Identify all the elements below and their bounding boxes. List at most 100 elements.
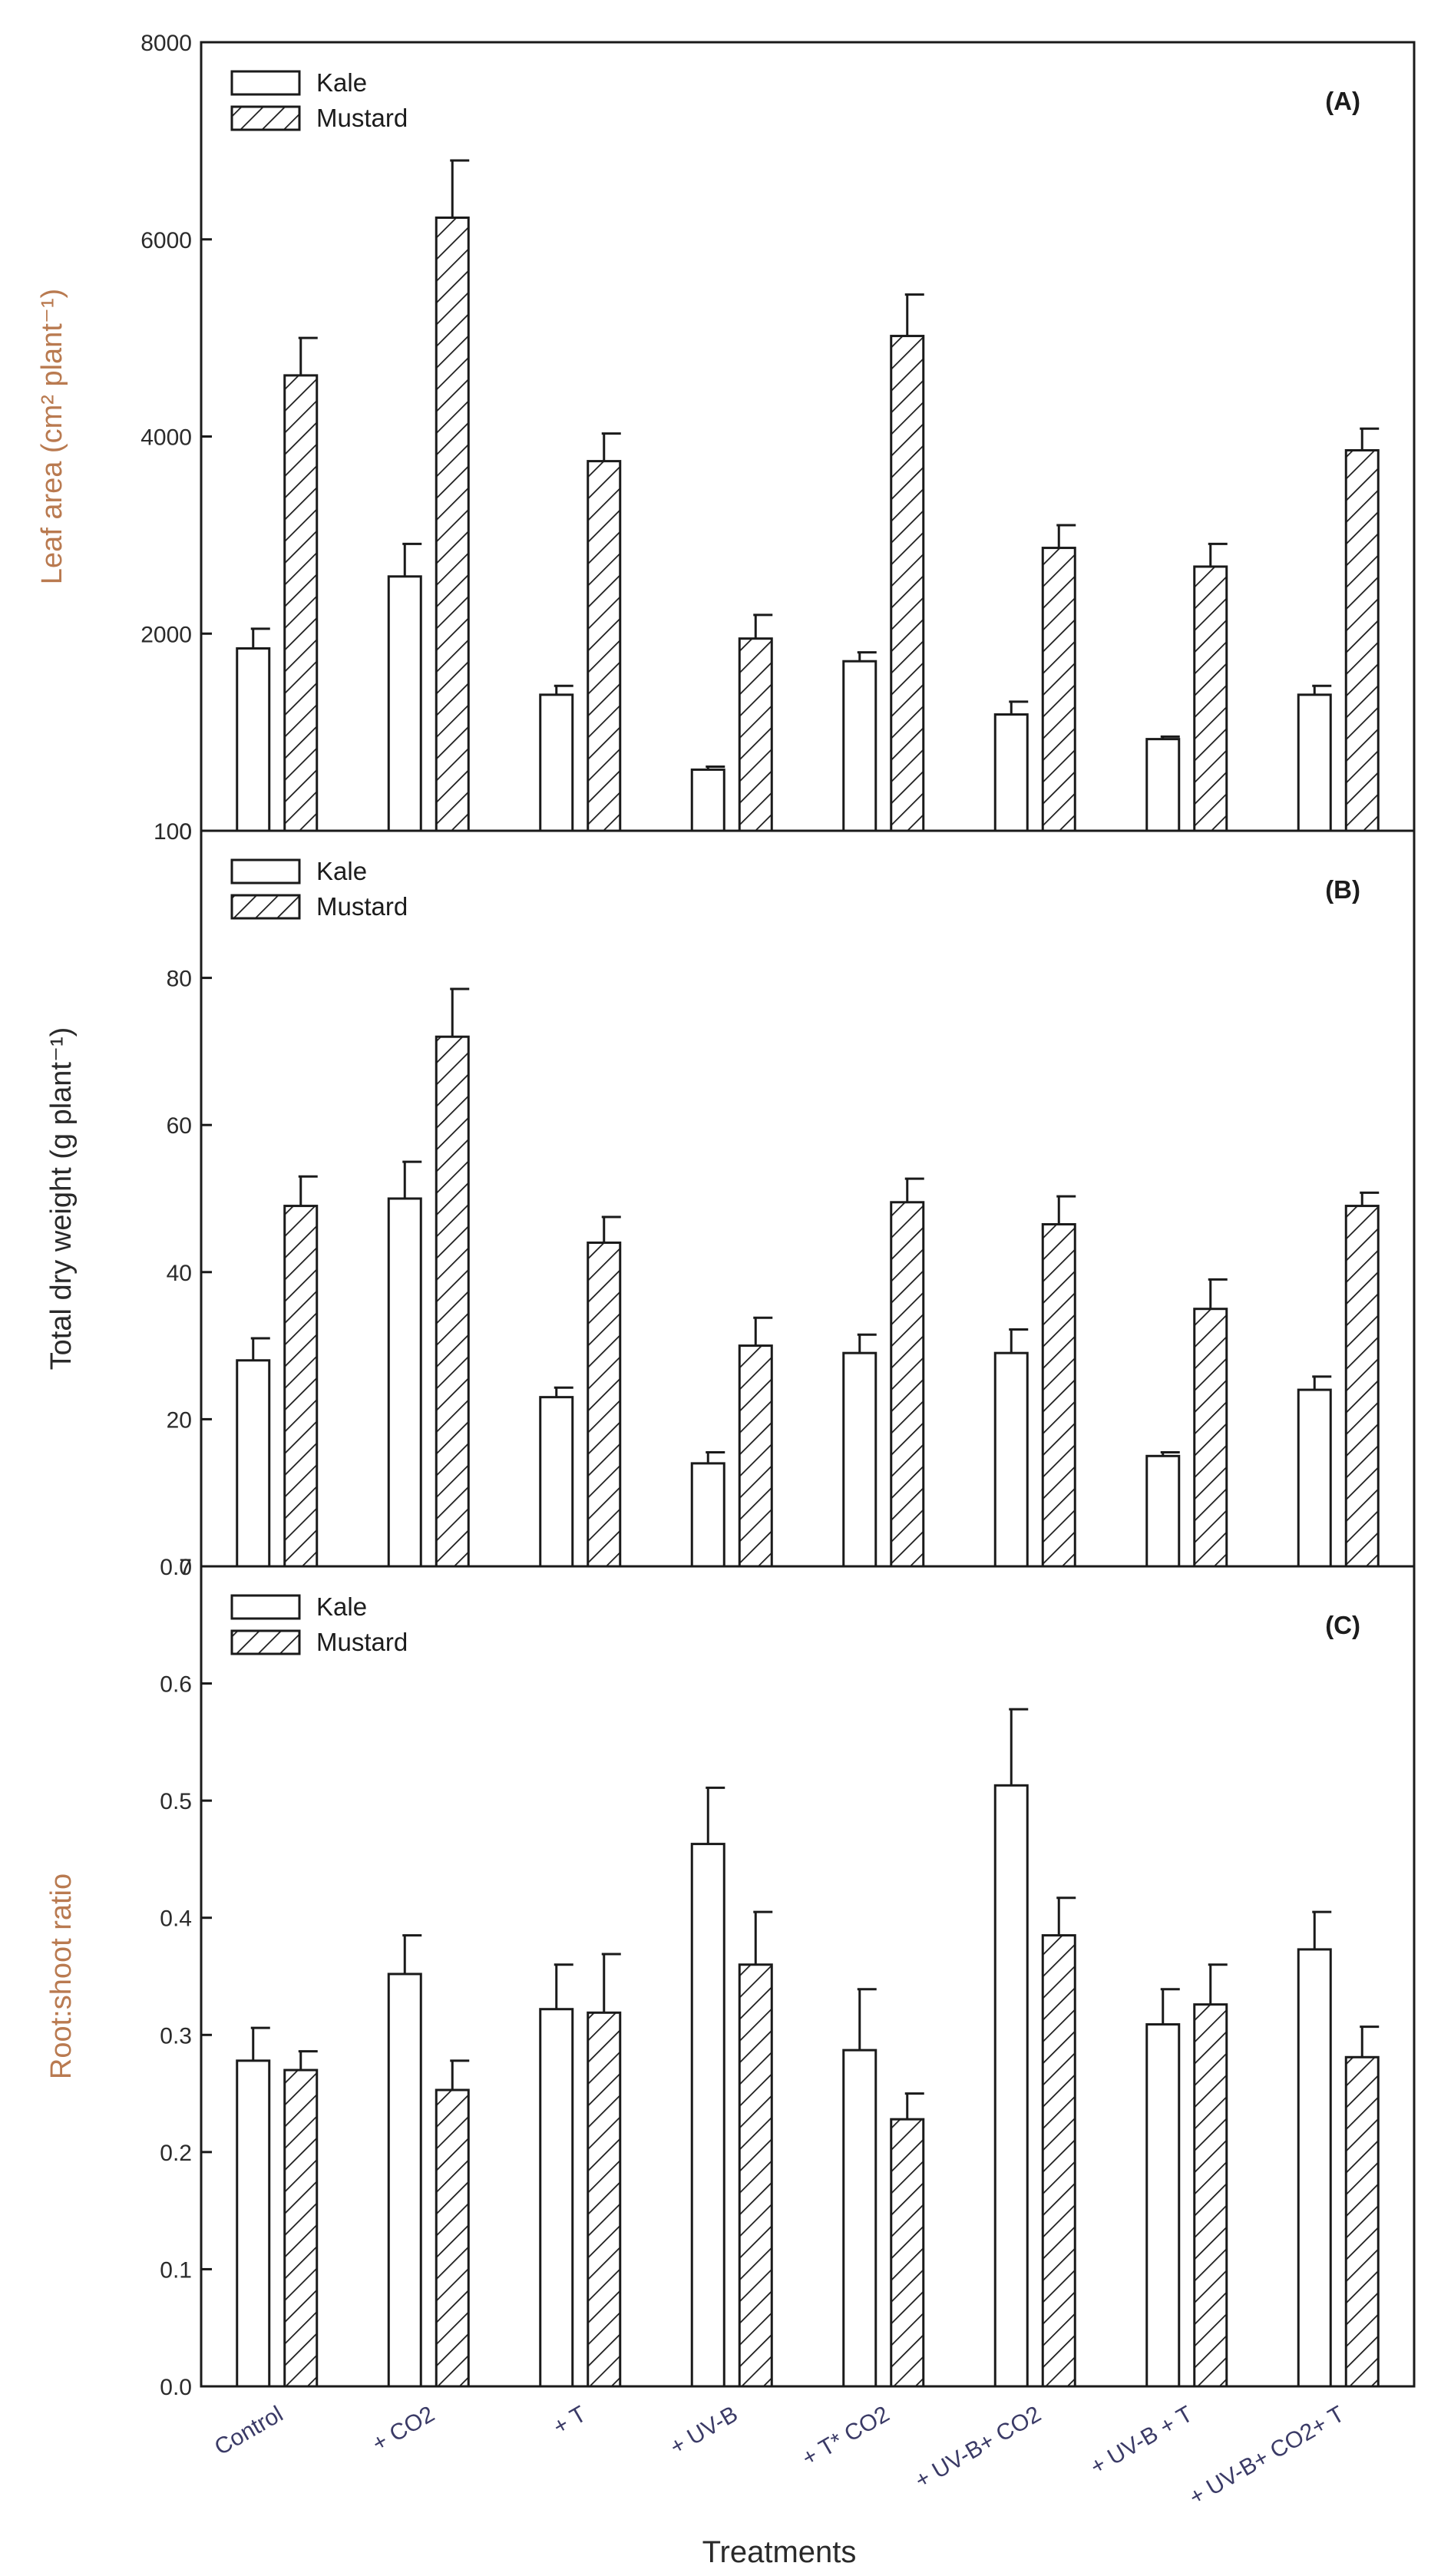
panel-label: (B) bbox=[1325, 875, 1360, 904]
x-category-label: + UV-B + T bbox=[1086, 2401, 1198, 2480]
bar-kale bbox=[387, 1197, 422, 1568]
y-tick-label: 0.3 bbox=[160, 2023, 192, 2049]
bar-kale bbox=[387, 1973, 422, 2388]
bar-mustard bbox=[587, 1241, 622, 1568]
x-category-label: + UV-B+ CO2+ T bbox=[1185, 2401, 1349, 2510]
bar-mustard bbox=[1041, 1934, 1076, 2388]
x-category-label: + T* CO2 bbox=[798, 2401, 894, 2471]
y-tick-label: 8000 bbox=[140, 31, 192, 56]
y-tick-label: 80 bbox=[167, 967, 192, 992]
bar-kale bbox=[1297, 693, 1332, 832]
bar-mustard bbox=[435, 217, 470, 832]
plot-frame bbox=[200, 829, 1416, 1568]
y-tick-label: 0 bbox=[179, 1555, 192, 1580]
bar-kale bbox=[539, 2008, 574, 2388]
legend-swatch-mustard bbox=[230, 1629, 301, 1655]
bar-kale bbox=[690, 1462, 725, 1568]
bar-mustard bbox=[738, 1344, 773, 1568]
x-category-label: + CO2 bbox=[368, 2401, 438, 2456]
x-category-label: + UV-B+ CO2 bbox=[911, 2401, 1045, 2493]
y-axis-label: Root:shoot ratio bbox=[45, 1873, 78, 2079]
bar-kale bbox=[842, 2049, 877, 2388]
legend-swatch-kale bbox=[230, 1594, 301, 1620]
bar-mustard bbox=[1041, 547, 1076, 832]
legend-label-mustard: Mustard bbox=[316, 104, 408, 132]
bar-kale bbox=[1145, 2023, 1181, 2388]
y-tick-label: 0 bbox=[179, 819, 192, 845]
y-axis-label: Total dry weight (g plant⁻¹) bbox=[45, 1027, 78, 1371]
legend-label-kale: Kale bbox=[316, 857, 367, 885]
bar-kale bbox=[539, 1396, 574, 1568]
x-category-label: + T bbox=[549, 2401, 590, 2439]
bar-kale bbox=[387, 575, 422, 832]
panel-label: (A) bbox=[1325, 87, 1360, 115]
bar-mustard bbox=[890, 1201, 925, 1568]
y-tick-label: 0.1 bbox=[160, 2257, 192, 2283]
bar-mustard bbox=[1193, 565, 1228, 832]
bar-kale bbox=[1145, 1454, 1181, 1568]
bar-mustard bbox=[1344, 2055, 1380, 2388]
y-axis-label: Leaf area (cm² plant⁻¹) bbox=[36, 289, 68, 584]
x-category-label: Control bbox=[210, 2401, 287, 2460]
bar-mustard bbox=[738, 1963, 773, 2388]
y-tick-label: 4000 bbox=[140, 425, 192, 451]
bar-mustard bbox=[435, 2088, 470, 2388]
bar-mustard bbox=[890, 2118, 925, 2388]
bar-mustard bbox=[283, 374, 319, 832]
bar-kale bbox=[690, 768, 725, 832]
bar-mustard bbox=[1041, 1223, 1076, 1568]
bar-mustard bbox=[587, 2011, 622, 2388]
legend-swatch-mustard bbox=[230, 105, 301, 131]
bar-mustard bbox=[890, 335, 925, 832]
bar-kale bbox=[236, 1359, 271, 1568]
x-axis-title: Treatments bbox=[702, 2535, 857, 2569]
bar-mustard bbox=[1344, 448, 1380, 832]
legend-swatch-kale bbox=[230, 70, 301, 96]
bar-mustard bbox=[283, 2068, 319, 2388]
y-tick-label: 0.2 bbox=[160, 2141, 192, 2166]
y-tick-label: 0.0 bbox=[160, 2375, 192, 2400]
y-tick-label: 2000 bbox=[140, 622, 192, 647]
chart-panels: 0 2000 4000 6000 8000 Leaf area (cm² plant⁻¹)… bbox=[36, 31, 1416, 2400]
bar-kale bbox=[690, 1843, 725, 2388]
legend-label-kale: Kale bbox=[316, 68, 367, 97]
plot-frame bbox=[200, 41, 1416, 832]
chart-panel-1: 0 2000 4000 6000 8000 Leaf area (cm² plant⁻¹)… bbox=[36, 31, 1416, 845]
legend-label-mustard: Mustard bbox=[316, 1628, 408, 1656]
bar-mustard bbox=[1344, 1205, 1380, 1568]
bar-kale bbox=[236, 647, 271, 832]
x-category-labels: Control + CO2 + T + UV-B + T* CO2 + UV-B+ CO2… bbox=[210, 2401, 1349, 2510]
y-tick-label: 0.5 bbox=[160, 1789, 192, 1814]
bar-mustard bbox=[283, 1205, 319, 1568]
y-tick-label: 0.4 bbox=[160, 1906, 192, 1932]
y-tick-label: 20 bbox=[167, 1407, 192, 1433]
bar-kale bbox=[539, 693, 574, 832]
bar-kale bbox=[842, 1351, 877, 1568]
y-tick-label: 100 bbox=[154, 819, 192, 845]
bar-kale bbox=[993, 1784, 1029, 2388]
legend-swatch-kale bbox=[230, 858, 301, 885]
bar-mustard bbox=[1193, 2003, 1228, 2388]
bar-mustard bbox=[738, 637, 773, 832]
y-tick-label: 60 bbox=[167, 1113, 192, 1139]
y-tick-label: 0.7 bbox=[160, 1555, 192, 1580]
bar-mustard bbox=[1193, 1308, 1228, 1568]
bar-kale bbox=[1297, 1948, 1332, 2388]
bar-mustard bbox=[587, 460, 622, 832]
bar-kale bbox=[1145, 738, 1181, 832]
legend-label-mustard: Mustard bbox=[316, 892, 408, 921]
bar-kale bbox=[993, 713, 1029, 832]
chart-panel-3: 0.0 0.1 0.2 0.3 0.4 0.5 0.6 0.7 Root:shoot ratio… bbox=[45, 1555, 1416, 2400]
plot-frame bbox=[200, 1565, 1416, 2388]
bar-kale bbox=[1297, 1388, 1332, 1568]
panel-label: (C) bbox=[1325, 1611, 1360, 1639]
bar-kale bbox=[993, 1351, 1029, 1568]
y-tick-label: 40 bbox=[167, 1261, 192, 1286]
y-tick-label: 6000 bbox=[140, 228, 192, 253]
chart-panel-2: 0 20 40 60 80 100 Total dry weight (g plant⁻¹)… bbox=[45, 819, 1416, 1580]
legend-swatch-mustard bbox=[230, 894, 301, 920]
bar-kale bbox=[842, 660, 877, 832]
y-tick-label: 0.6 bbox=[160, 1672, 192, 1698]
bar-kale bbox=[236, 2059, 271, 2388]
